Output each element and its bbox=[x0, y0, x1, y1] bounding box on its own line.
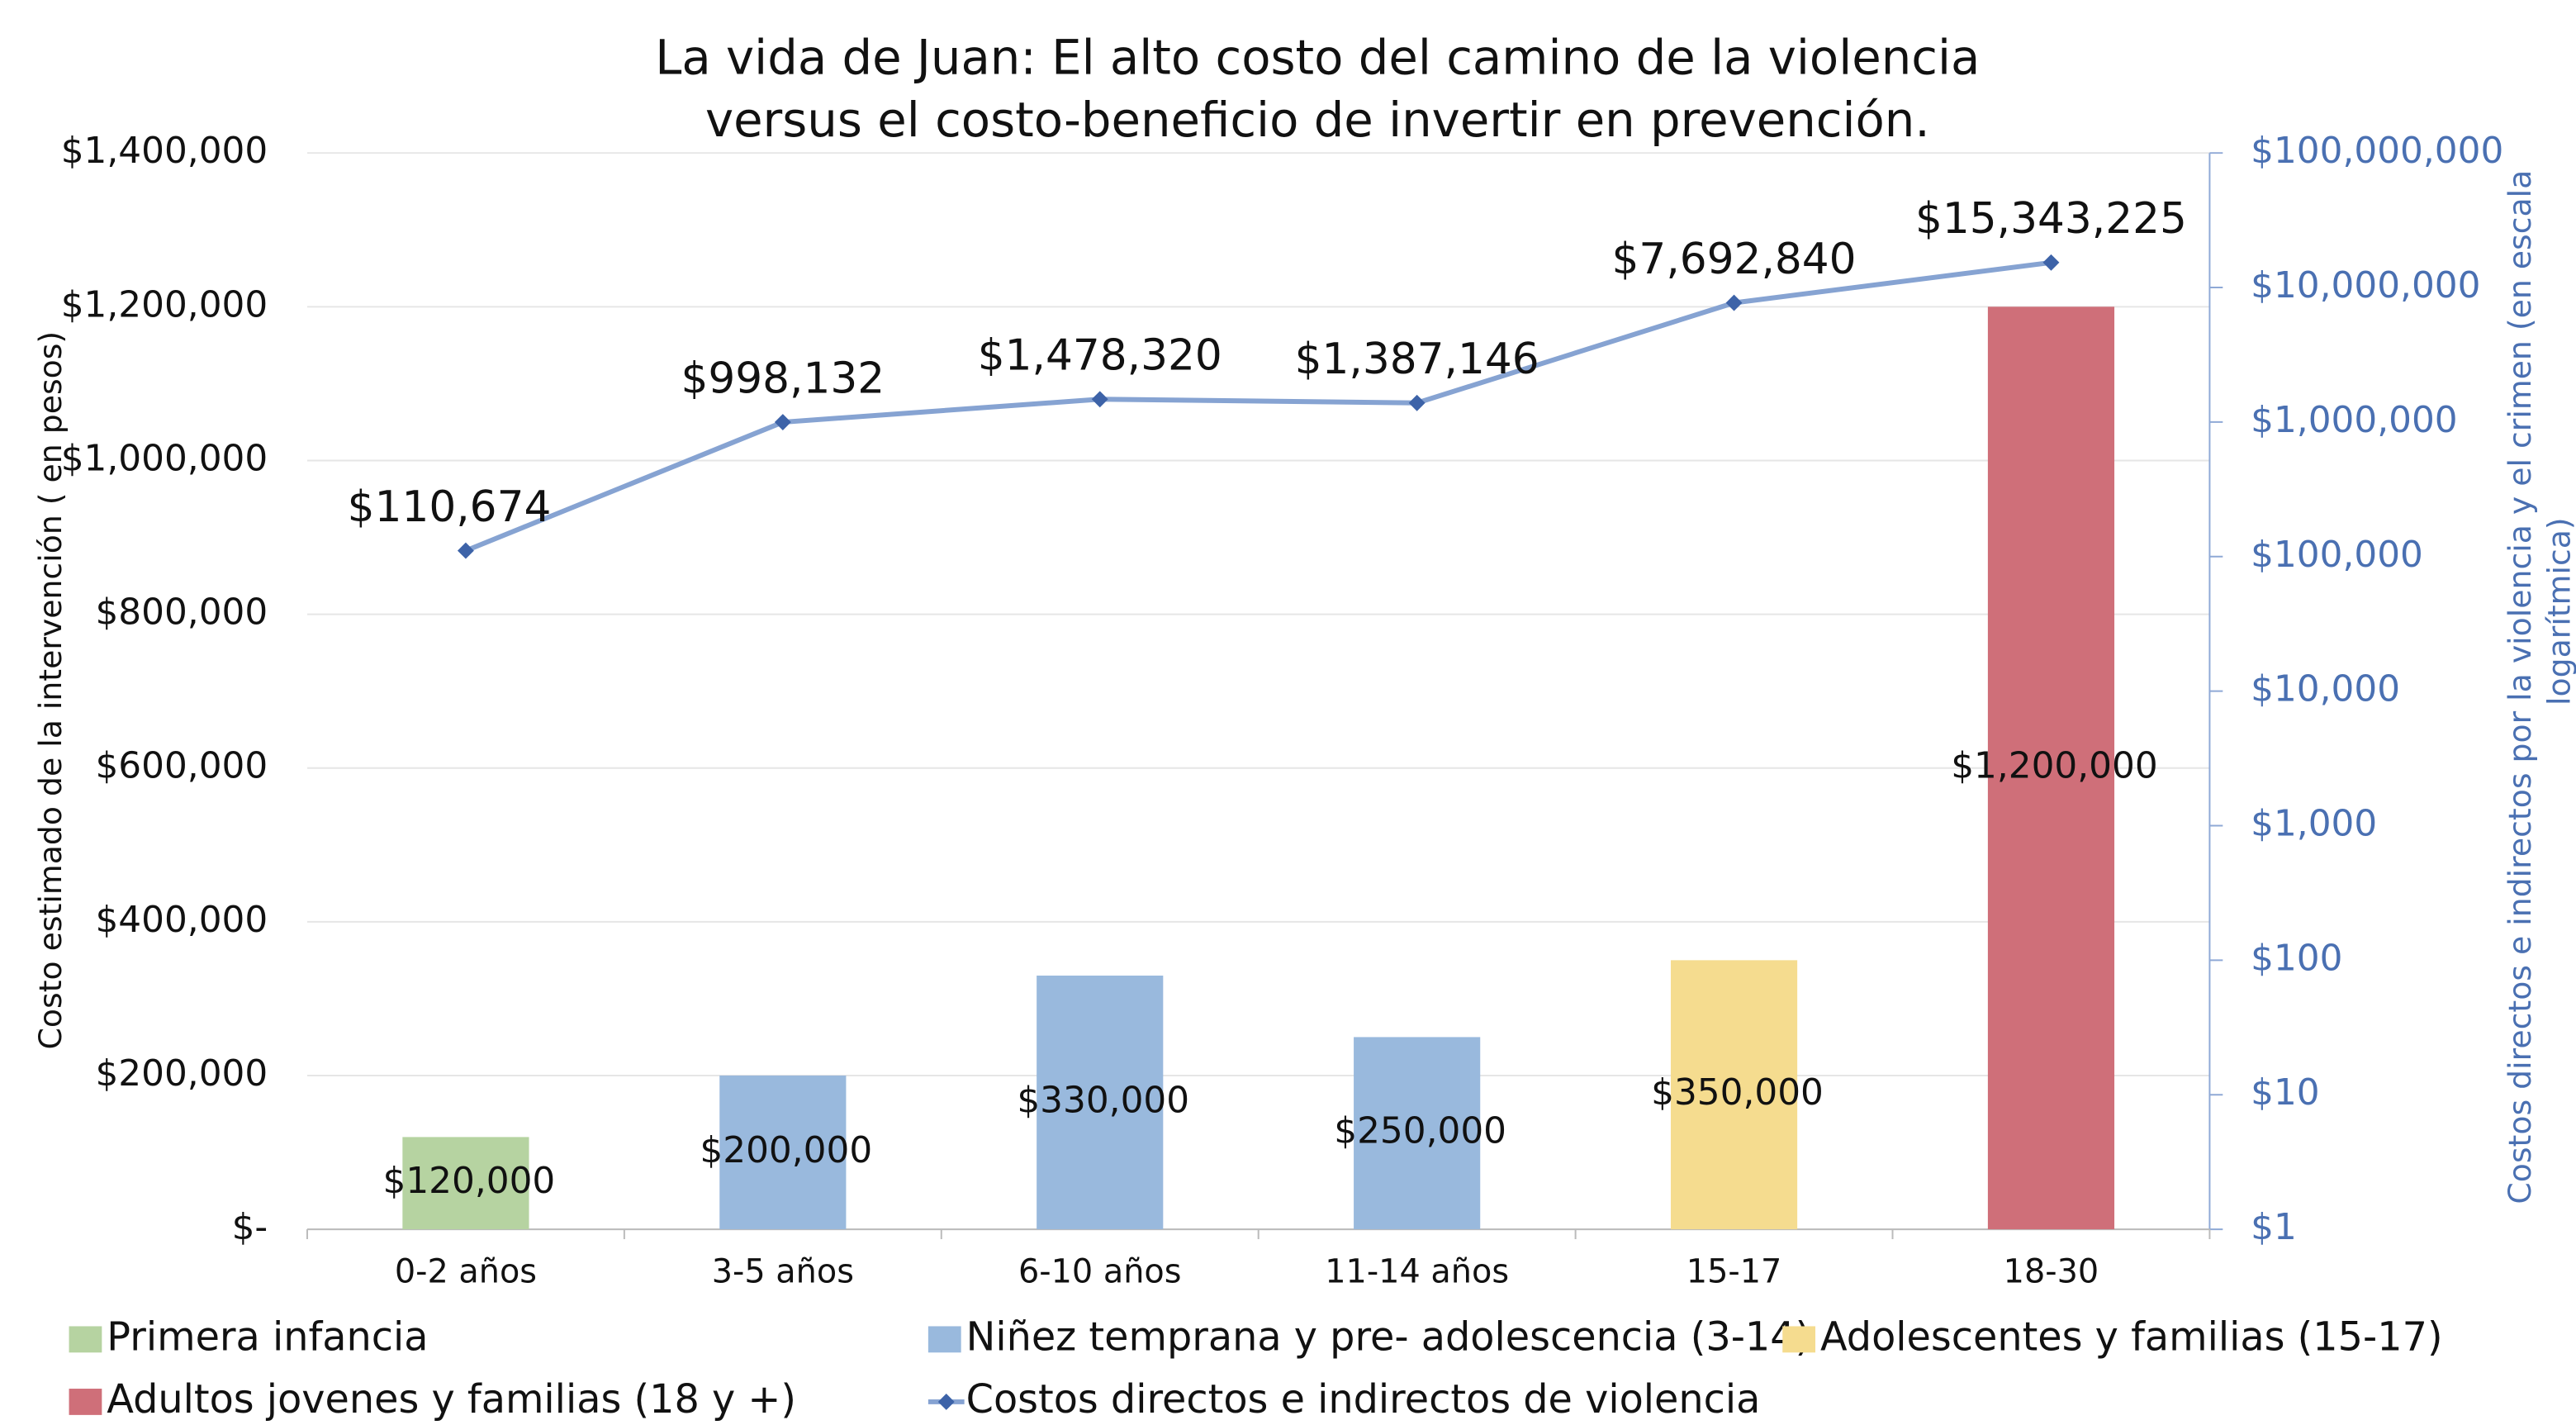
line-marker bbox=[457, 542, 474, 559]
y2-tick-label: $10 bbox=[2251, 1071, 2320, 1114]
legend-swatch bbox=[927, 1326, 961, 1353]
y-tick-label: $200,000 bbox=[95, 1052, 268, 1095]
y2-tick-label: $100,000 bbox=[2251, 534, 2423, 576]
line-value-label: $110,674 bbox=[348, 482, 552, 532]
line-marker bbox=[2042, 254, 2060, 271]
y2-tick-label: $10,000,000 bbox=[2251, 264, 2480, 306]
line-value-label: $1,387,146 bbox=[1295, 335, 1539, 384]
x-tick-label: 15-17 bbox=[1686, 1252, 1782, 1290]
bar bbox=[1037, 975, 1164, 1230]
y-tick-label: $1,000,000 bbox=[61, 437, 268, 479]
bar-value-label: $200,000 bbox=[700, 1129, 872, 1171]
line-value-label: $15,343,225 bbox=[1915, 194, 2187, 244]
x-tick-label: 11-14 años bbox=[1325, 1252, 1509, 1290]
bar bbox=[402, 1137, 529, 1230]
legend-label: Adolescentes y familias (15-17) bbox=[1820, 1314, 2443, 1360]
x-tick-label: 3-5 años bbox=[712, 1252, 854, 1290]
bar bbox=[1670, 960, 1798, 1230]
y-tick-label: $1,200,000 bbox=[61, 283, 268, 325]
line bbox=[464, 259, 2052, 553]
y-tick-label: $- bbox=[232, 1206, 268, 1248]
y2-tick-label: $10,000 bbox=[2251, 668, 2400, 710]
bar-value-label: $350,000 bbox=[1651, 1071, 1824, 1114]
bar bbox=[1987, 306, 2115, 1230]
x-tick-label: 18-30 bbox=[2004, 1252, 2099, 1290]
legend-swatch bbox=[69, 1326, 102, 1353]
legend-label: Costos directos e indirectos de violenci… bbox=[966, 1377, 1761, 1423]
bar-value-label: $120,000 bbox=[383, 1160, 556, 1202]
y2-tick-label: $100,000,000 bbox=[2251, 130, 2503, 172]
y-axis-label: Costo estimado de la intervención ( en p… bbox=[32, 331, 69, 1050]
y-tick-label: $800,000 bbox=[95, 591, 268, 634]
line-value-label: $998,132 bbox=[681, 354, 885, 403]
y2-axis-label: logarítmica) bbox=[2541, 517, 2576, 705]
chart-title: La vida de Juan: El alto costo del camin… bbox=[655, 29, 1980, 85]
bar-value-label: $250,000 bbox=[1334, 1110, 1506, 1152]
bar bbox=[1354, 1037, 1481, 1230]
x-tick-label: 0-2 años bbox=[395, 1252, 537, 1290]
legend-label: Niñez temprana y pre- adolescencia (3-14… bbox=[966, 1314, 1811, 1360]
legend-swatch bbox=[937, 1394, 955, 1410]
line-value-label: $1,478,320 bbox=[978, 331, 1222, 381]
line-marker bbox=[774, 414, 791, 430]
line-marker bbox=[1408, 394, 1426, 411]
y-tick-label: $400,000 bbox=[95, 899, 268, 941]
bar bbox=[719, 1075, 847, 1230]
line-marker bbox=[1091, 391, 1108, 408]
legend-swatch bbox=[69, 1389, 102, 1415]
y2-tick-label: $100 bbox=[2251, 937, 2342, 979]
chart-title: versus el costo-beneficio de invertir en… bbox=[705, 92, 1930, 148]
legend-swatch bbox=[1782, 1326, 1816, 1353]
y2-tick-label: $1 bbox=[2251, 1206, 2297, 1248]
y-tick-label: $1,400,000 bbox=[61, 130, 268, 172]
line-value-label: $7,692,840 bbox=[1612, 235, 1857, 284]
legend-label: Adultos jovenes y familias (18 y +) bbox=[107, 1377, 796, 1423]
y2-tick-label: $1,000,000 bbox=[2251, 399, 2457, 441]
line-marker bbox=[1725, 294, 1743, 311]
y2-tick-label: $1,000 bbox=[2251, 803, 2377, 845]
x-tick-label: 6-10 años bbox=[1018, 1252, 1182, 1290]
y2-axis-label: Costos directos e indirectos por la viol… bbox=[2502, 170, 2538, 1204]
bar-value-label: $1,200,000 bbox=[1951, 745, 2157, 787]
legend-label: Primera infancia bbox=[107, 1314, 428, 1360]
y-tick-label: $600,000 bbox=[95, 745, 268, 787]
bar-value-label: $330,000 bbox=[1017, 1080, 1189, 1122]
